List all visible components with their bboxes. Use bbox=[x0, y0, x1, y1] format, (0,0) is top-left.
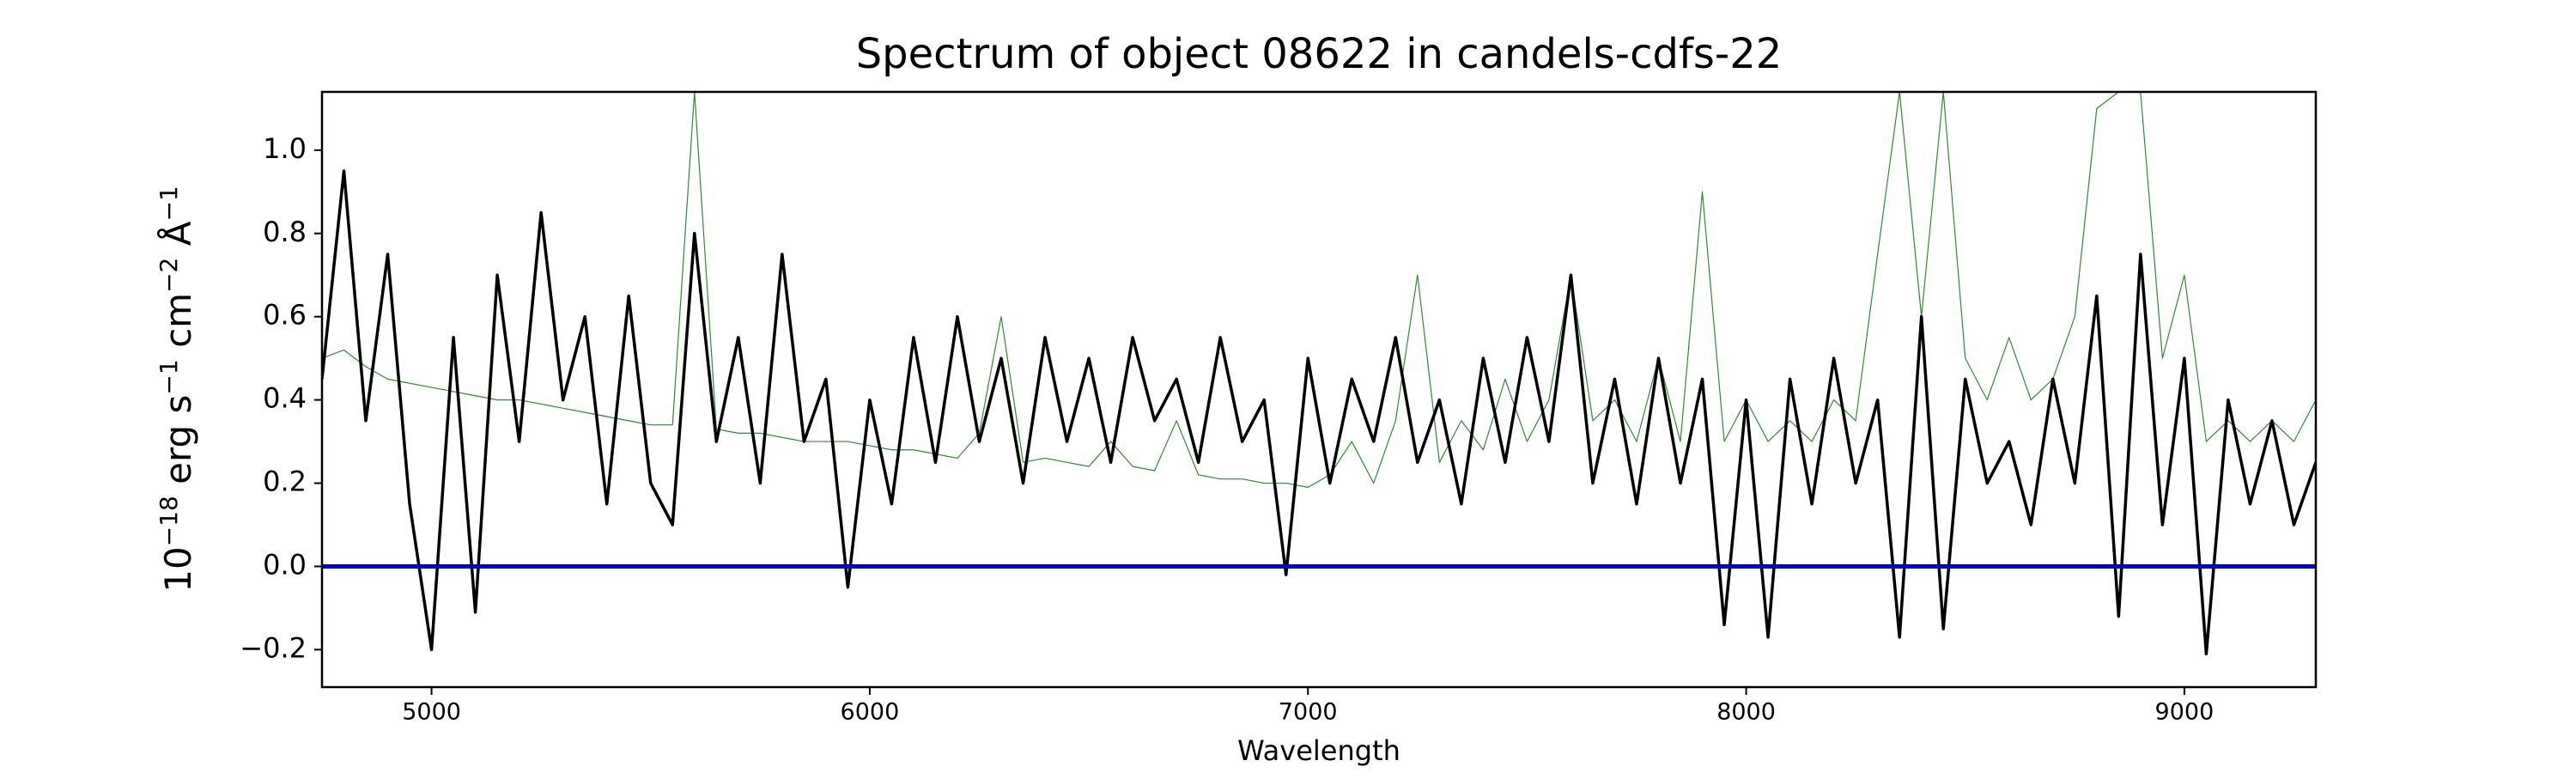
y-tick-label: 0.8 bbox=[263, 216, 307, 248]
x-axis-label: Wavelength bbox=[1237, 734, 1400, 767]
y-tick-label: 0.2 bbox=[263, 466, 307, 498]
x-tick-label: 8000 bbox=[1716, 699, 1776, 726]
y-label-exponent: −18 bbox=[155, 496, 183, 546]
y-tick-label: −0.2 bbox=[240, 631, 307, 664]
y-label-text: erg s bbox=[157, 395, 199, 496]
plot-area bbox=[322, 92, 2316, 655]
y-label-text: cm bbox=[157, 293, 199, 359]
x-tick-label: 5000 bbox=[402, 699, 461, 726]
spectrum-line bbox=[322, 169, 2316, 655]
y-label-text: 10 bbox=[157, 546, 199, 592]
y-axis-label: 10−18 erg s−1 cm−2 Å−1 bbox=[155, 186, 199, 592]
y-label-exponent: −1 bbox=[155, 359, 183, 394]
x-tick-label: 9000 bbox=[2155, 699, 2215, 726]
x-tick-label: 7000 bbox=[1279, 699, 1338, 726]
y-label-text: Å bbox=[156, 221, 199, 257]
x-tick-label: 6000 bbox=[841, 699, 900, 726]
spectrum-line bbox=[322, 92, 2316, 488]
y-tick-label: 1.0 bbox=[263, 132, 307, 165]
y-label-exponent: −1 bbox=[155, 186, 183, 221]
y-tick-label: 0.4 bbox=[263, 382, 307, 415]
axes-frame bbox=[320, 90, 2318, 689]
y-tick-label: 0.0 bbox=[263, 548, 307, 581]
y-tick-label: 0.6 bbox=[263, 299, 307, 332]
y-label-exponent: −2 bbox=[155, 258, 183, 293]
chart-title: Spectrum of object 08622 in candels-cdfs… bbox=[856, 30, 1783, 78]
